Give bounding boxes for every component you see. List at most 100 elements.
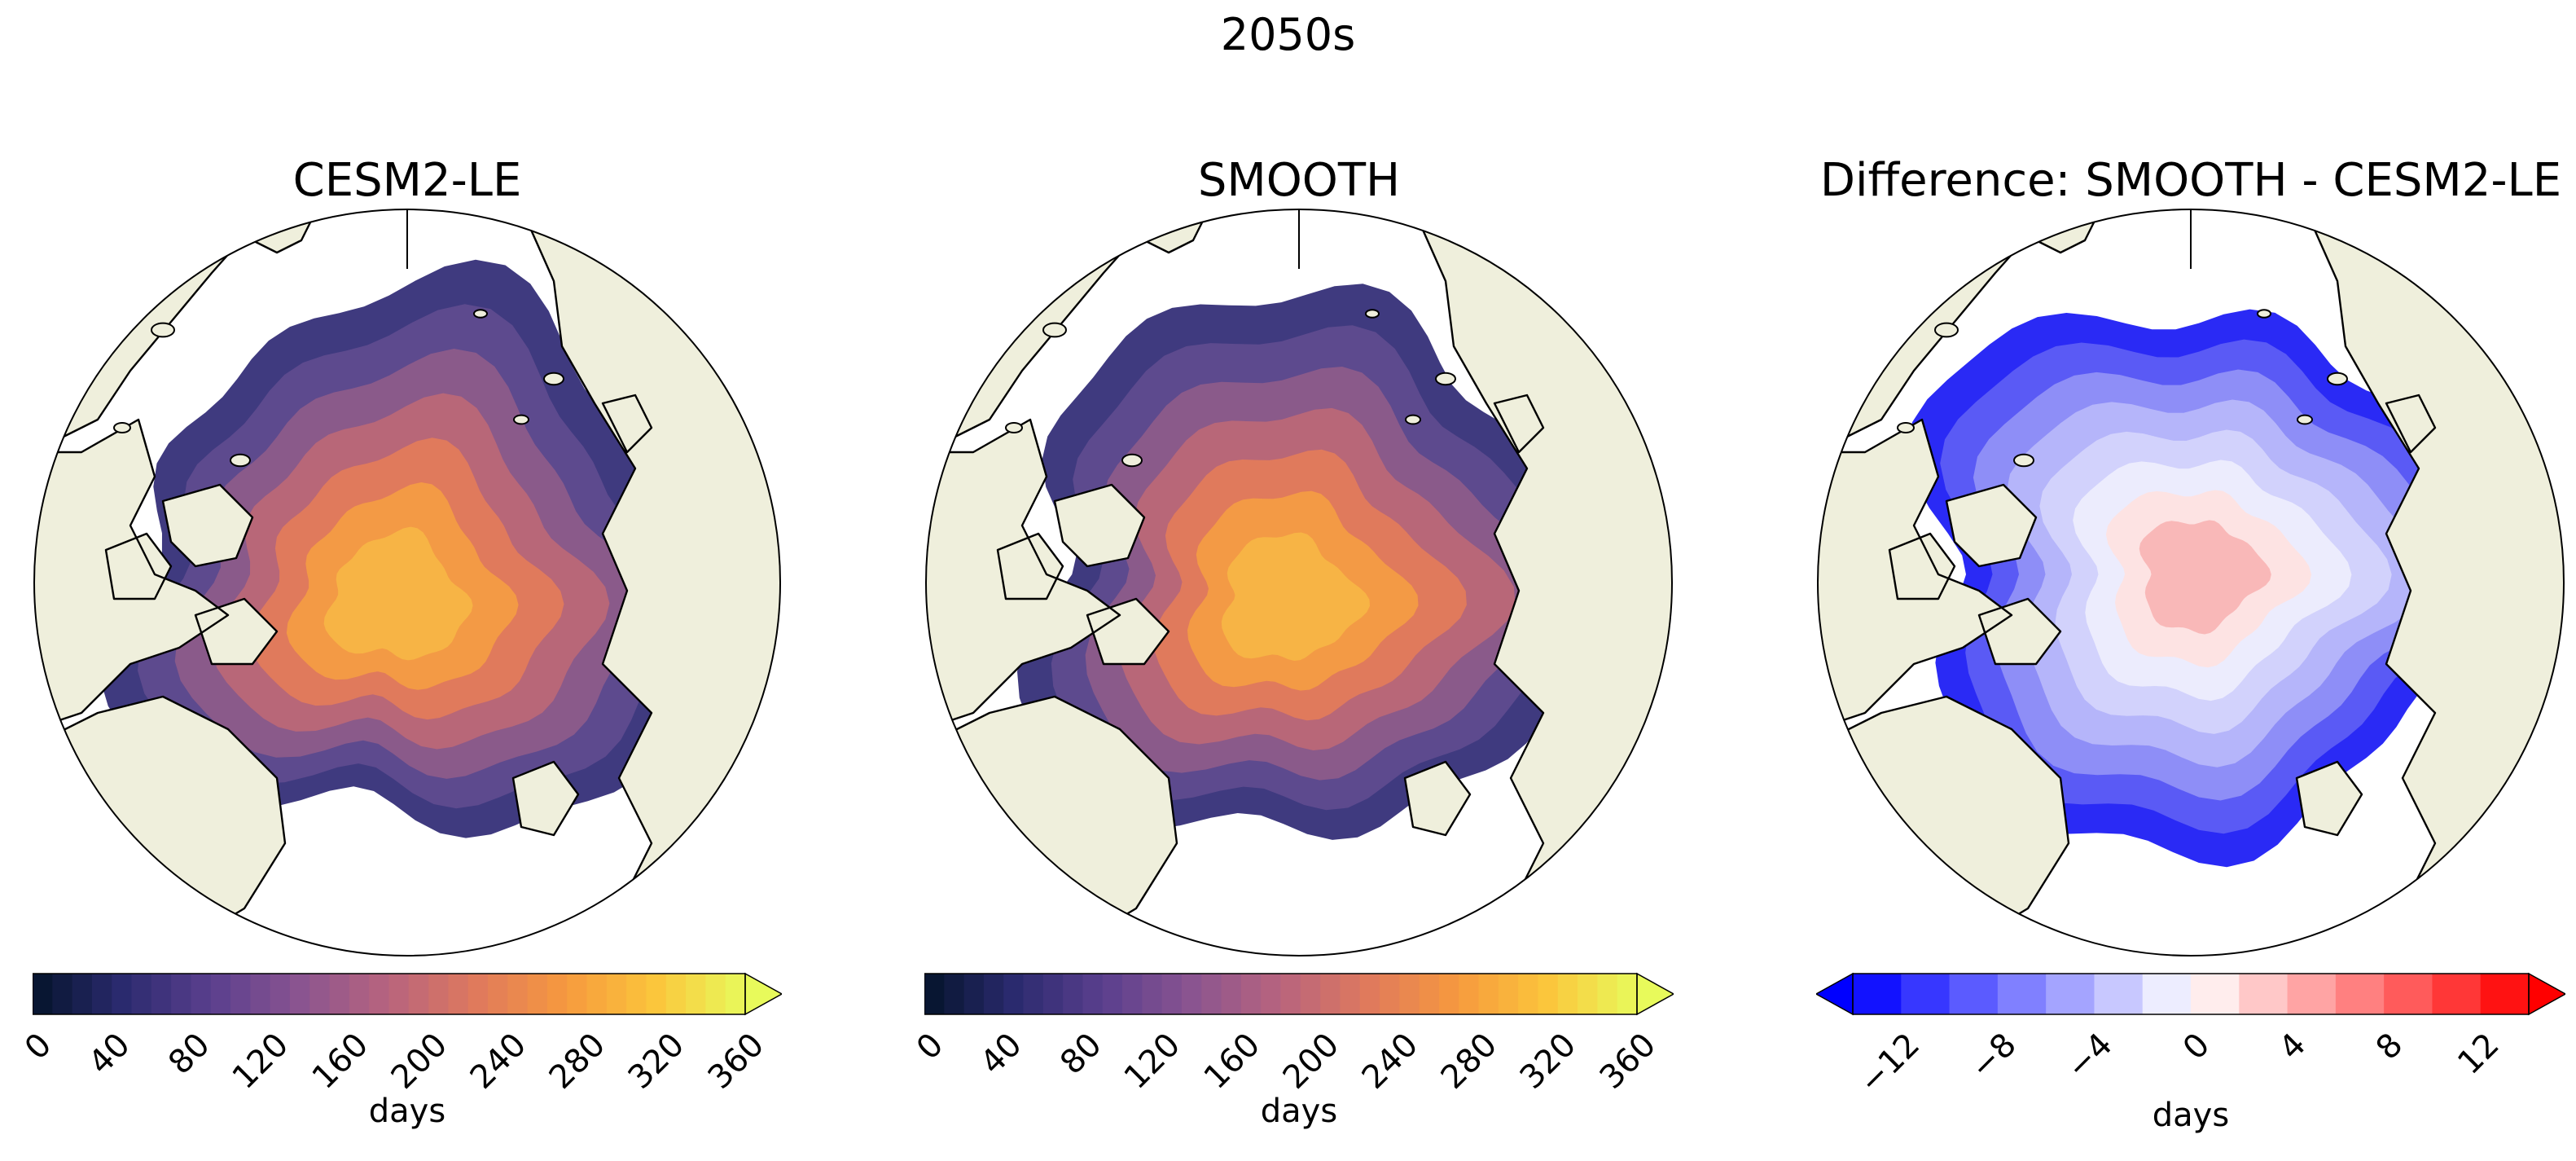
colorbar-segment: [2239, 974, 2289, 1014]
colorbar-segment: [1438, 974, 1459, 1014]
colorbar-segment: [1300, 974, 1321, 1014]
colorbar-segment: [1901, 974, 1951, 1014]
colorbar-label: days: [368, 1093, 446, 1130]
colorbar-tick-label: 320: [1513, 1026, 1584, 1097]
sea-ice-field: [1907, 309, 2552, 868]
colorbar-segment: [369, 974, 390, 1014]
colorbar-segment: [1498, 974, 1519, 1014]
panel-smooth: SMOOTH 0 40 80 120 160 200 240 280 320 360 days: [909, 147, 1674, 1157]
colorbar-tick-label: 160: [305, 1026, 375, 1097]
island-outline: [543, 372, 564, 386]
colorbar-segment: [507, 974, 529, 1014]
colorbar-segment: [567, 974, 588, 1014]
colorbar-tick-label: 240: [463, 1026, 534, 1097]
colorbar-tick-label: 160: [1196, 1026, 1267, 1097]
panel-title: Difference: SMOOTH - CESM2-LE: [1819, 154, 2562, 207]
colorbar-segment: [408, 974, 429, 1014]
colorbar-segment: [2046, 974, 2095, 1014]
colorbar-frame: [33, 973, 746, 1015]
island-outline: [2297, 414, 2313, 425]
panel-title: CESM2-LE: [292, 154, 522, 207]
colorbar-segment: [944, 974, 965, 1014]
map-content: [34, 209, 780, 956]
figure-title: 2050s: [1220, 9, 1356, 60]
island-outline: [2257, 309, 2271, 319]
colorbar-segment: [270, 974, 291, 1014]
colorbar-segment: [2335, 974, 2385, 1014]
island-outline: [1005, 422, 1023, 433]
colorbar-segment: [1003, 974, 1025, 1014]
colorbar-segment: [1578, 974, 1598, 1014]
colorbar-tick-label: 240: [1354, 1026, 1426, 1097]
colorbar-label: days: [2152, 1097, 2230, 1134]
island-outline: [2013, 453, 2034, 468]
colorbar-segment: [2384, 974, 2433, 1014]
island-outline: [151, 322, 175, 338]
colorbar-extend-max: [2528, 972, 2565, 1016]
colorbar-segment: [191, 974, 212, 1014]
colorbar-segment: [2142, 974, 2192, 1014]
colorbar-segment: [2094, 974, 2144, 1014]
colorbar-segment: [606, 974, 627, 1014]
colorbar-tick-label: 0: [909, 1026, 950, 1067]
colorbar-segment: [112, 974, 133, 1014]
island-outline: [1365, 309, 1380, 319]
colorbar-segment: [1617, 974, 1638, 1014]
colorbar-segment: [1419, 974, 1440, 1014]
colorbar-tick-label: 280: [1433, 1026, 1505, 1097]
colorbar-segment: [1201, 974, 1222, 1014]
island-outline: [113, 422, 131, 433]
contour-band: [323, 526, 473, 661]
colorbar-segment: [1538, 974, 1559, 1014]
colorbar-tick-label: 200: [1275, 1026, 1346, 1097]
colorbar-segment: [151, 974, 172, 1014]
colorbar-segment: [1459, 974, 1480, 1014]
colorbar-segment: [1082, 974, 1104, 1014]
colorbar-segment: [1597, 974, 1618, 1014]
colorbar-tick-label: −8: [1963, 1026, 2024, 1087]
contour-band: [1221, 532, 1370, 661]
island-outline: [1897, 422, 1915, 433]
contour-band: [2139, 520, 2271, 635]
colorbar: [1816, 972, 2565, 1016]
island-outline: [1934, 322, 1959, 338]
colorbar-segment: [488, 974, 508, 1014]
colorbar-segment: [725, 974, 746, 1014]
colorbar-segment: [171, 974, 192, 1014]
colorbar-segment: [230, 974, 251, 1014]
island-outline: [1042, 322, 1067, 338]
colorbar-extend-min: [1816, 972, 1854, 1016]
colorbar-segment: [1359, 974, 1380, 1014]
sea-ice-field: [100, 259, 747, 838]
colorbar-segment: [1997, 974, 2047, 1014]
colorbar-segment: [210, 974, 231, 1014]
map-boundary: [33, 209, 781, 957]
colorbar-frame: [924, 973, 1638, 1015]
colorbar-segment: [646, 974, 667, 1014]
colorbar-segment: [1380, 974, 1400, 1014]
colorbar-tick-label: 40: [81, 1026, 138, 1082]
colorbar-segment: [388, 974, 410, 1014]
colorbar-segment: [33, 974, 53, 1014]
colorbar-tick-label: 0: [2175, 1026, 2217, 1067]
island-outline: [1435, 372, 1456, 386]
colorbar-segment: [1063, 974, 1084, 1014]
colorbar-segment: [527, 974, 548, 1014]
colorbar-segment: [428, 974, 450, 1014]
colorbar-tick-label: 40: [973, 1026, 1030, 1082]
colorbar-tick-label: 4: [2271, 1026, 2314, 1067]
map-boundary: [925, 209, 1673, 957]
colorbar-segment: [924, 974, 945, 1014]
colorbar-segment: [289, 974, 310, 1014]
colorbar-segment: [349, 974, 370, 1014]
colorbar-segment: [546, 974, 568, 1014]
colorbar-segment: [1221, 974, 1242, 1014]
colorbar-tick-label: 80: [160, 1026, 217, 1082]
colorbar-segment: [1122, 974, 1143, 1014]
polar-map: [1817, 209, 2565, 957]
colorbar-segment: [1161, 974, 1183, 1014]
colorbar-segment: [705, 974, 726, 1014]
panel-difference: Difference: SMOOTH - CESM2-LE −12 −8 −4 0 4 8…: [1816, 147, 2565, 1157]
colorbar-segment: [309, 974, 331, 1014]
colorbar-segment: [665, 974, 687, 1014]
